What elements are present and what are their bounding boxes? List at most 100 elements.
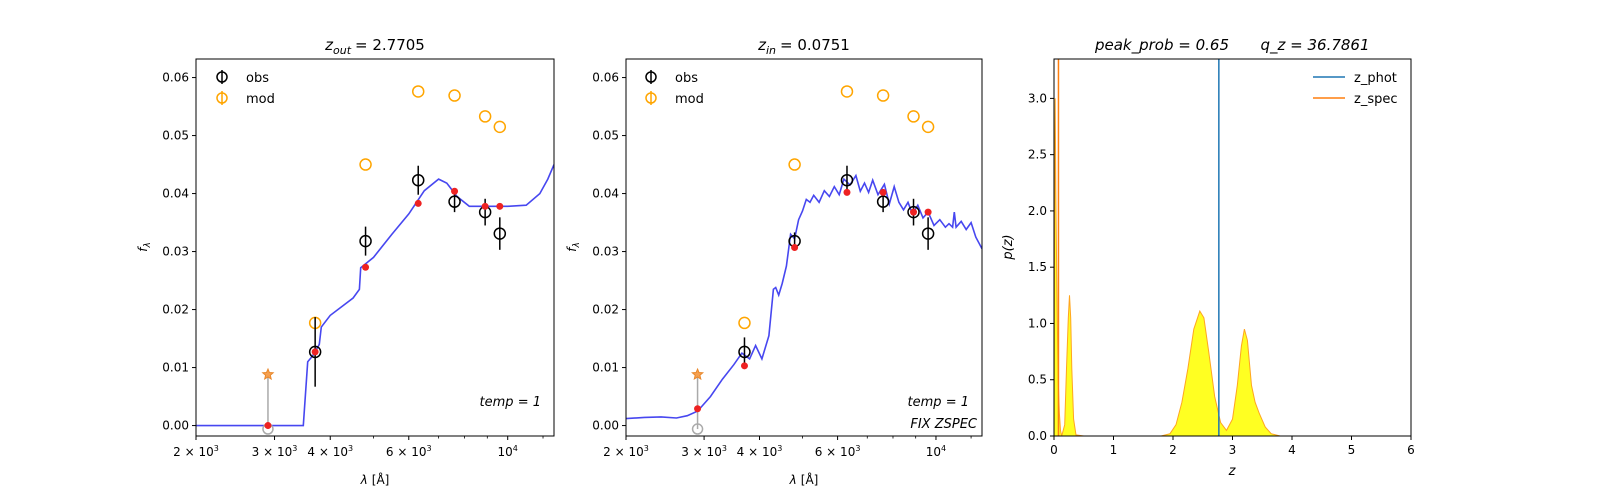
mod-point	[359, 158, 372, 171]
y-tick-label: 0.02	[592, 303, 619, 317]
model-flux-point	[694, 405, 702, 413]
y-tick-label: 0.06	[592, 71, 619, 85]
mod-point	[738, 316, 751, 330]
mod-point	[478, 110, 492, 123]
y-tick-label: 0.03	[592, 245, 619, 259]
obs-point	[921, 227, 935, 240]
x-tick-label: 4 × 103	[737, 444, 783, 459]
x-tick-label: 5	[1348, 443, 1356, 457]
model-flux-point	[496, 202, 504, 210]
x-axis-label: z	[1228, 464, 1237, 479]
model-flux-point	[740, 362, 748, 370]
mod-point	[788, 158, 801, 171]
sed-panel-zout: zout = 2.7705 λ [Å] fλ obs mod temp = 1 0.…	[136, 36, 555, 487]
y-tick-label: 0.02	[162, 303, 189, 317]
legend-zspec-label: z_spec	[1354, 92, 1398, 107]
y-tick-label: 3.0	[1028, 91, 1047, 105]
pz-curve	[1054, 98, 1281, 436]
obs-point	[840, 173, 854, 187]
y-tick-label: 0.00	[592, 419, 619, 433]
model-flux-point	[843, 188, 851, 196]
upper-limit-marker	[691, 423, 704, 435]
sed-model-line	[626, 173, 982, 420]
y-axis-label: fλ	[136, 242, 153, 252]
pz-fill	[1054, 98, 1411, 436]
panel-title-peak-prob: peak_prob = 0.65	[1094, 36, 1229, 55]
upper-limit-star	[261, 367, 275, 381]
plot-frame	[1053, 58, 1412, 437]
model-flux-point	[481, 202, 489, 210]
obs-point	[738, 345, 751, 359]
legend: z_phot z_spec	[1313, 71, 1398, 107]
y-axis-label: p(z)	[1001, 234, 1016, 260]
model-flux-point	[311, 348, 319, 356]
model-flux-point	[910, 208, 918, 216]
model-flux-point	[264, 422, 272, 430]
x-tick-label: 2 × 103	[603, 444, 649, 459]
plot-frame	[195, 58, 555, 437]
panel-title: zout = 2.7705	[324, 36, 425, 57]
model-flux-point	[879, 188, 887, 196]
mod-point	[921, 120, 935, 134]
plot-frame	[625, 58, 983, 437]
y-tick-label: 0.0	[1028, 429, 1047, 443]
y-tick-label: 0.01	[162, 361, 189, 375]
model-flux-point	[791, 244, 799, 251]
obs-point	[907, 205, 920, 219]
y-tick-label: 1.0	[1028, 316, 1047, 330]
model-flux-point	[451, 187, 459, 195]
fix-zspec-annotation: FIX ZSPEC	[910, 417, 978, 432]
y-tick-label: 0.5	[1028, 373, 1047, 387]
x-tick-label: 6 × 103	[815, 444, 861, 459]
x-tick-label: 3	[1229, 443, 1237, 457]
x-tick-label: 104	[926, 444, 946, 459]
template-annotation: temp = 1	[480, 395, 541, 410]
x-tick-label: 6	[1407, 443, 1415, 457]
mod-point	[493, 120, 507, 134]
x-tick-label: 3 × 103	[681, 444, 727, 459]
legend-obs-label: obs	[675, 71, 698, 86]
y-tick-label: 0.05	[592, 129, 619, 143]
mod-point	[448, 89, 461, 102]
legend-zphot-label: z_phot	[1354, 71, 1397, 86]
panel-title: zin = 0.0751	[757, 36, 850, 57]
obs-point	[411, 173, 425, 187]
y-tick-label: 0.00	[162, 419, 189, 433]
template-annotation: temp = 1	[908, 395, 969, 410]
x-tick-label: 6 × 103	[386, 444, 432, 459]
mod-point	[411, 85, 425, 98]
x-axis-label: λ [Å]	[360, 472, 390, 487]
mod-point	[840, 85, 854, 98]
y-tick-label: 0.04	[592, 187, 619, 201]
mod-point	[907, 110, 920, 123]
legend: obs mod	[216, 70, 275, 107]
legend-mod-label: mod	[675, 92, 704, 107]
obs-point	[493, 227, 507, 240]
y-tick-label: 2.0	[1028, 204, 1047, 218]
x-tick-label: 3 × 103	[252, 444, 298, 459]
legend: obs mod	[645, 70, 704, 107]
plot-area	[1054, 59, 1411, 436]
x-tick-label: 2 × 103	[173, 444, 219, 459]
y-tick-label: 2.5	[1028, 148, 1047, 162]
sed-model-line	[196, 164, 554, 427]
x-tick-label: 104	[498, 444, 518, 459]
pz-panel: peak_prob = 0.65 q_z = 36.7861 z p(z) z_…	[1001, 36, 1415, 479]
model-flux-point	[362, 263, 370, 271]
x-tick-label: 4	[1288, 443, 1296, 457]
panel-title-qz: q_z = 36.7861	[1260, 36, 1369, 55]
model-flux-point	[924, 208, 932, 216]
y-tick-label: 1.5	[1028, 260, 1047, 274]
obs-point	[448, 195, 461, 208]
obs-point	[359, 234, 372, 248]
y-tick-label: 0.04	[162, 187, 189, 201]
x-tick-label: 4 × 103	[307, 444, 353, 459]
x-axis-label: λ [Å]	[789, 472, 819, 487]
obs-point	[876, 195, 890, 208]
x-tick-label: 1	[1110, 443, 1118, 457]
x-tick-label: 2	[1169, 443, 1177, 457]
legend-obs-label: obs	[246, 71, 269, 86]
mod-point	[876, 89, 890, 102]
y-tick-label: 0.03	[162, 245, 189, 259]
